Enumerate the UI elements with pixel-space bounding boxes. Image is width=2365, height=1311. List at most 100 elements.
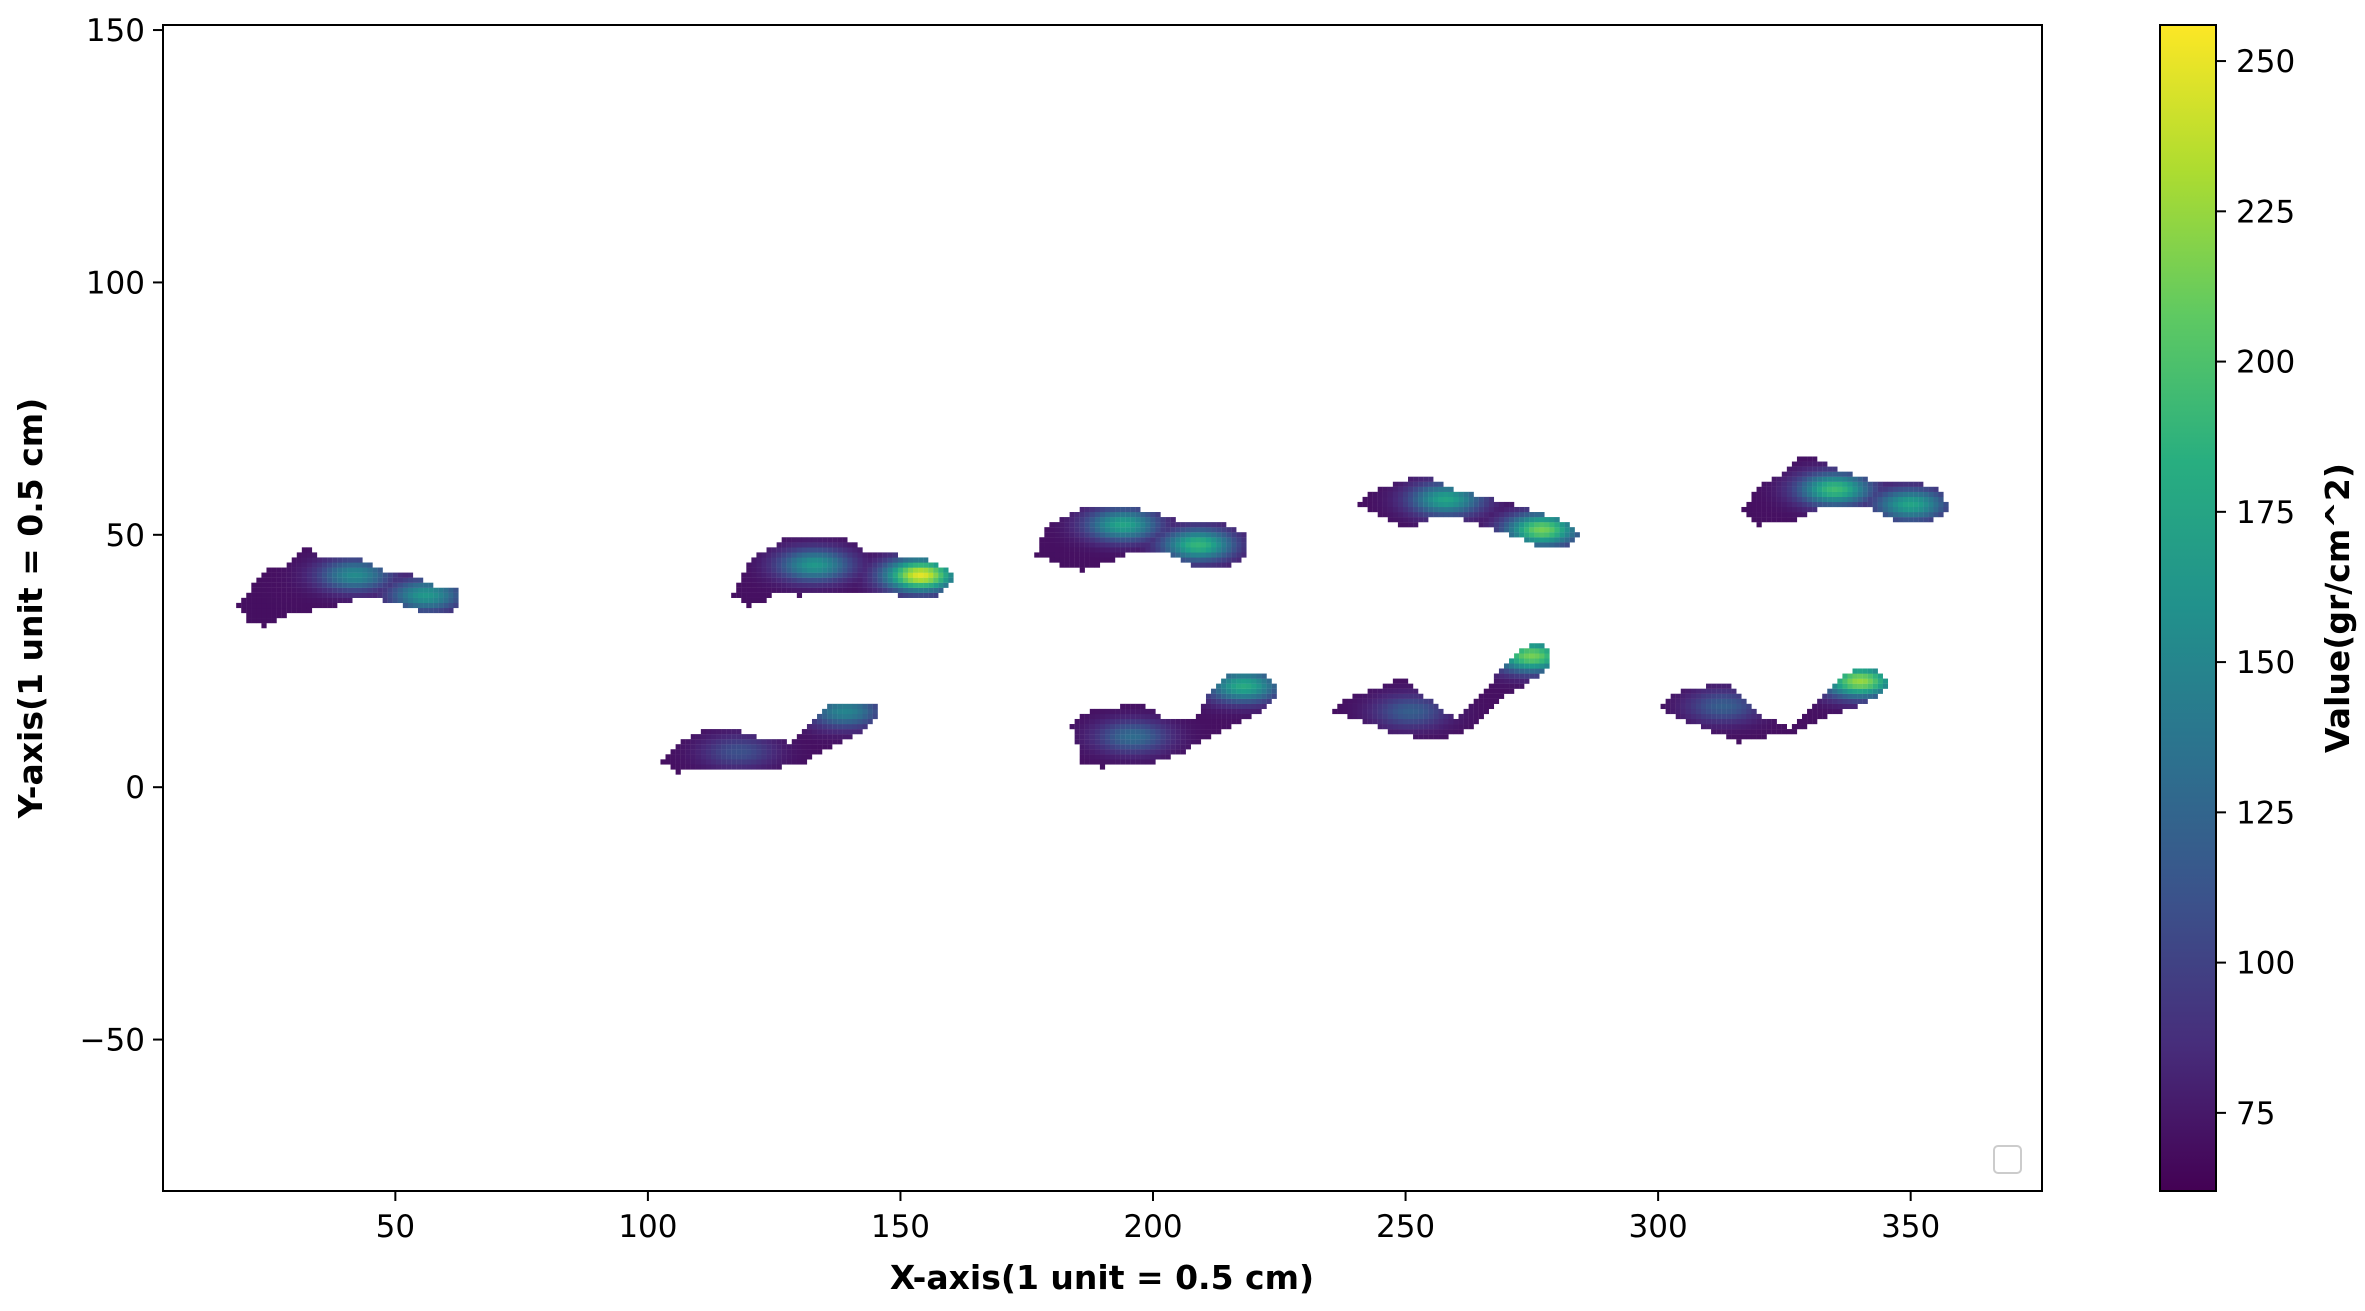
footprint-cell [690,734,696,740]
footprint-cell [362,587,368,593]
footprint-cell [1448,506,1454,513]
footprint-cell [316,577,323,583]
footprint-cell [897,562,904,568]
footprint-cell [1408,512,1414,518]
footprint-cell [1367,501,1373,508]
footprint-cell [1675,698,1681,704]
footprint-cell [1104,713,1111,720]
footprint-cell [806,587,813,593]
footprint-cell [1195,739,1202,745]
footprint-cell [1857,476,1863,482]
footprint-cell [1700,708,1707,715]
footprint-cell [327,557,333,563]
footprint-cell [902,582,909,588]
footprint-cell [1074,557,1080,563]
footprint-cell [1236,557,1242,563]
footprint-cell [1180,749,1186,755]
footprint-cell [1574,532,1580,538]
footprint-cell [811,724,818,730]
footprint-cell [1463,724,1469,730]
footprint-cell [1221,708,1227,715]
footprint-cell [286,577,292,583]
footprint-cell [842,708,848,715]
footprint-cell [1145,759,1151,765]
footprint-cell [1221,703,1227,710]
footprint-cell [756,759,762,765]
footprint-cell [736,729,742,735]
footprint-cell [1483,501,1489,508]
footprint-cell [766,577,772,583]
footprint-cell [1231,527,1237,533]
footprint-cell [1251,703,1257,710]
footprint-cell [1382,698,1388,704]
footprint-cell [1190,537,1197,543]
footprint-cell [832,582,838,588]
footprint-cell [1706,688,1712,694]
footprint-cell [1226,718,1232,725]
footprint-cell [1877,683,1883,689]
footprint-cell [741,592,747,598]
footprint-cell [1372,496,1378,503]
footprint-cell [1918,491,1924,498]
footprint-cell [731,739,737,745]
footprint-cell [1882,678,1889,684]
footprint-cell [337,582,343,588]
footprint-cell [796,552,803,558]
footprint-cell [1478,512,1484,518]
footprint-cell [1150,532,1156,538]
footprint-cell [1377,698,1383,704]
footprint-cell [1680,693,1686,699]
footprint-cell [1418,512,1424,518]
footprint-cell [1812,476,1818,482]
footprint-cell [1140,724,1146,730]
footprint-cell [1503,512,1510,518]
footprint-cell [1711,729,1717,735]
footprint-cell [1059,542,1065,548]
footprint-cell [1872,481,1878,487]
footprint-cell [862,552,868,558]
footprint-cell [1413,506,1419,513]
footprint-cell [1776,491,1782,498]
footprint-cell [1044,552,1050,558]
footprint-cell [1089,718,1095,725]
footprint-cell [1473,713,1479,720]
footprint-cell [367,587,373,593]
footprint-cell [877,567,883,573]
footprint-cell [827,739,833,745]
x-tick-label: 50 [376,1209,415,1245]
footprint-cell [1135,532,1141,538]
footprint-cell [1165,527,1171,533]
footprint-cell [342,587,348,593]
footprint-cell [1155,734,1161,740]
footprint-cell [1140,718,1146,725]
footprint-cell [306,562,313,568]
footprint-print-4 [1357,476,1580,548]
footprint-cell [1211,537,1217,543]
footprint-cell [796,557,803,563]
footprint-cell [918,587,924,593]
footprint-cell [1771,476,1777,482]
footprint-cell [741,572,747,578]
footprint-cell [716,764,722,770]
footprint-cell [862,562,868,568]
footprint-cell [923,562,929,568]
footprint-cell [1226,703,1232,710]
footprint-cell [827,572,833,578]
footprint-cell [1180,532,1186,538]
footprint-cell [1807,456,1813,462]
footprint-cell [781,542,787,548]
footprint-cell [1827,501,1833,508]
footprint-cell [867,587,873,593]
footprint-cell [1807,471,1813,477]
footprint-cell [1761,486,1767,492]
footprint-cell [1539,663,1545,669]
footprint-cell [1791,506,1798,513]
footprint-cell [1857,486,1863,492]
footprint-cell [1180,547,1186,553]
footprint-cell [281,602,287,609]
footprint-cell [1418,496,1424,503]
footprint-cell [670,754,676,760]
footprint-cell [1503,506,1510,513]
footprint-cell [301,582,308,588]
